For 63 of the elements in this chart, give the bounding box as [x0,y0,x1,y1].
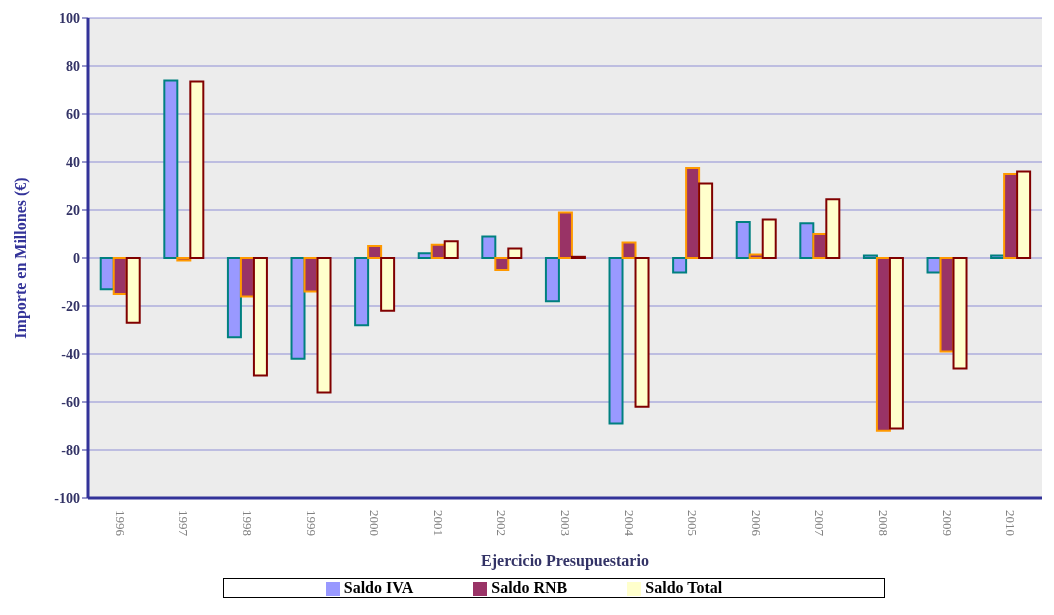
bar [226,257,242,339]
bar [621,241,637,259]
x-tick-label: 2009 [939,510,955,536]
bar [735,221,751,259]
bar [544,257,560,303]
y-tick-label: -40 [61,346,80,362]
legend-label: Saldo Total [645,579,723,596]
x-tick-label: 1997 [176,510,192,537]
bar [443,240,459,259]
bar [799,222,815,259]
x-tick-label: 1999 [303,510,319,536]
x-tick-label: 2007 [812,510,828,537]
bar [380,257,396,312]
bar [507,247,523,259]
y-tick-label: 100 [59,10,80,26]
x-tick-label: 2008 [876,510,891,536]
y-axis-title: Importe en Millones (€) [11,177,30,339]
bar [748,253,764,259]
y-tick-label: 0 [73,250,80,266]
bar [494,257,510,271]
x-tick-label: 2006 [748,510,764,537]
y-tick-label: -100 [54,490,80,506]
bar [557,211,573,259]
y-tick-label: 20 [66,202,80,218]
bar [367,245,383,259]
x-tick-label: 2003 [558,510,573,536]
x-tick-label: 2000 [367,510,383,536]
bar [125,257,141,324]
y-tick-label: 60 [66,106,80,122]
bar [252,257,268,377]
y-tick-label: 40 [66,154,80,170]
bar [862,254,878,259]
x-tick-label: 2010 [1003,510,1019,536]
legend-label: Saldo RNB [491,579,568,596]
bar [189,80,205,259]
bar [952,257,968,370]
bar [698,182,714,259]
y-tick-label: 80 [66,58,80,74]
bar [672,257,688,274]
x-tick-label: 2004 [621,510,637,537]
bar [761,218,777,259]
bar [354,257,370,327]
bar [316,257,332,394]
bar [481,235,497,259]
bar [163,79,179,259]
bar [608,257,624,425]
x-tick-label: 2001 [430,510,446,536]
x-tick-label: 2002 [494,510,510,536]
bar [1016,170,1032,259]
bar [634,257,650,408]
x-tick-label: 1998 [240,510,255,536]
y-tick-label: -80 [61,442,80,458]
bar [176,257,192,262]
bar [417,252,433,259]
x-axis-title: Ejercicio Presupuestario [481,552,649,570]
y-tick-label: -60 [61,394,80,410]
y-tick-label: -20 [61,298,80,314]
bar [825,198,841,259]
x-tick-label: 2005 [685,510,701,536]
bar [290,257,306,360]
x-tick-label: 1996 [112,510,128,537]
legend-label: Saldo IVA [343,579,414,596]
bar [888,257,904,430]
